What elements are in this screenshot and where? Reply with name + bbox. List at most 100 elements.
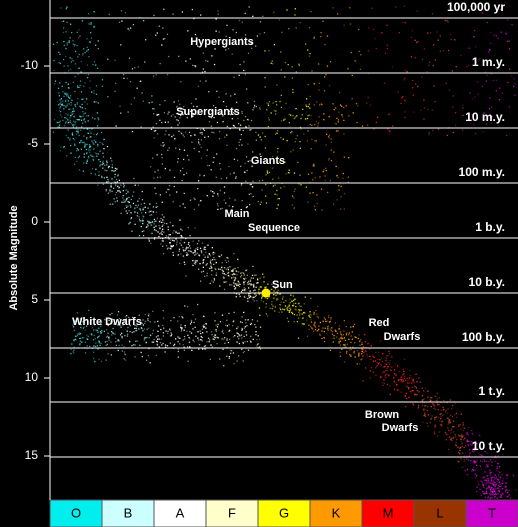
star-dot <box>182 249 185 251</box>
star-dot <box>287 172 290 174</box>
star-dot <box>421 399 423 401</box>
star-dot <box>334 322 336 324</box>
star-dot <box>376 116 379 118</box>
star-dot <box>373 356 375 358</box>
star-dot <box>224 136 226 138</box>
star-dot <box>273 294 275 296</box>
star-dot <box>216 109 218 112</box>
star-dot <box>250 119 253 122</box>
star-dot <box>62 100 64 102</box>
star-dot <box>134 207 136 209</box>
star-dot <box>182 246 184 249</box>
star-dot <box>234 287 237 289</box>
star-dot <box>418 391 420 393</box>
star-dot <box>204 70 206 73</box>
star-dot <box>243 277 245 280</box>
star-dot <box>84 341 87 343</box>
star-dot <box>464 470 466 472</box>
star-dot <box>131 68 134 70</box>
star-dot <box>225 108 227 110</box>
star-dot <box>114 194 117 196</box>
star-dot <box>190 250 192 252</box>
star-dot <box>151 221 154 223</box>
star-dot <box>64 93 66 95</box>
star-dot <box>212 191 214 193</box>
star-dot <box>265 195 267 197</box>
star-dot <box>274 288 277 290</box>
star-dot <box>388 113 390 115</box>
star-dot <box>57 121 59 124</box>
star-dot <box>65 121 67 123</box>
star-dot <box>197 337 199 339</box>
star-dot <box>339 355 342 357</box>
star-dot <box>137 200 139 202</box>
star-dot <box>391 356 393 358</box>
star-dot <box>181 236 183 238</box>
star-dot <box>52 131 54 133</box>
star-dot <box>308 324 310 326</box>
star-dot <box>330 160 333 162</box>
star-dot <box>206 275 208 277</box>
star-dot <box>134 208 136 210</box>
star-dot <box>73 339 75 341</box>
star-dot <box>121 344 123 346</box>
star-dot <box>203 315 205 318</box>
star-dot <box>262 132 264 134</box>
star-dot <box>238 293 240 296</box>
star-dot <box>142 235 145 237</box>
star-dot <box>71 134 74 136</box>
star-dot <box>437 409 439 411</box>
star-dot <box>432 44 435 46</box>
star-dot <box>258 293 260 295</box>
star-dot <box>212 195 214 197</box>
star-dot <box>449 438 452 441</box>
star-dot <box>162 240 164 242</box>
star-dot <box>287 309 289 312</box>
star-dot <box>168 185 171 187</box>
star-dot <box>97 143 99 145</box>
star-dot <box>297 161 299 164</box>
star-dot <box>80 119 83 121</box>
star-dot <box>453 420 455 422</box>
star-dot <box>316 330 318 332</box>
star-dot <box>246 118 249 121</box>
star-dot <box>148 238 150 240</box>
star-dot <box>338 328 340 330</box>
star-dot <box>434 101 436 103</box>
star-dot <box>498 99 501 101</box>
star-dot <box>194 250 196 252</box>
star-dot <box>354 336 356 338</box>
star-dot <box>247 300 249 302</box>
star-dot <box>199 200 202 202</box>
star-dot <box>326 35 329 37</box>
star-dot <box>466 66 468 68</box>
star-dot <box>463 458 465 461</box>
star-dot <box>70 102 72 104</box>
star-dot <box>227 272 229 274</box>
star-dot <box>189 235 191 237</box>
star-dot <box>244 34 247 36</box>
star-dot <box>120 112 122 114</box>
star-dot <box>250 323 252 326</box>
star-dot <box>219 162 221 165</box>
star-dot <box>214 312 216 314</box>
star-dot <box>259 153 261 155</box>
star-dot <box>244 289 246 291</box>
star-dot <box>60 101 62 103</box>
star-dot <box>412 378 414 381</box>
star-dot <box>102 167 104 169</box>
star-dot <box>73 329 75 332</box>
star-dot <box>354 59 356 62</box>
star-dot <box>134 356 136 358</box>
star-dot <box>81 98 83 100</box>
star-dot <box>185 248 187 250</box>
star-dot <box>362 380 364 382</box>
star-dot <box>61 20 63 23</box>
star-dot <box>349 349 351 351</box>
star-dot <box>159 342 162 344</box>
star-dot <box>343 133 345 135</box>
star-dot <box>334 107 337 109</box>
star-dot <box>386 355 388 357</box>
star-dot <box>75 130 78 132</box>
star-dot <box>84 319 86 322</box>
